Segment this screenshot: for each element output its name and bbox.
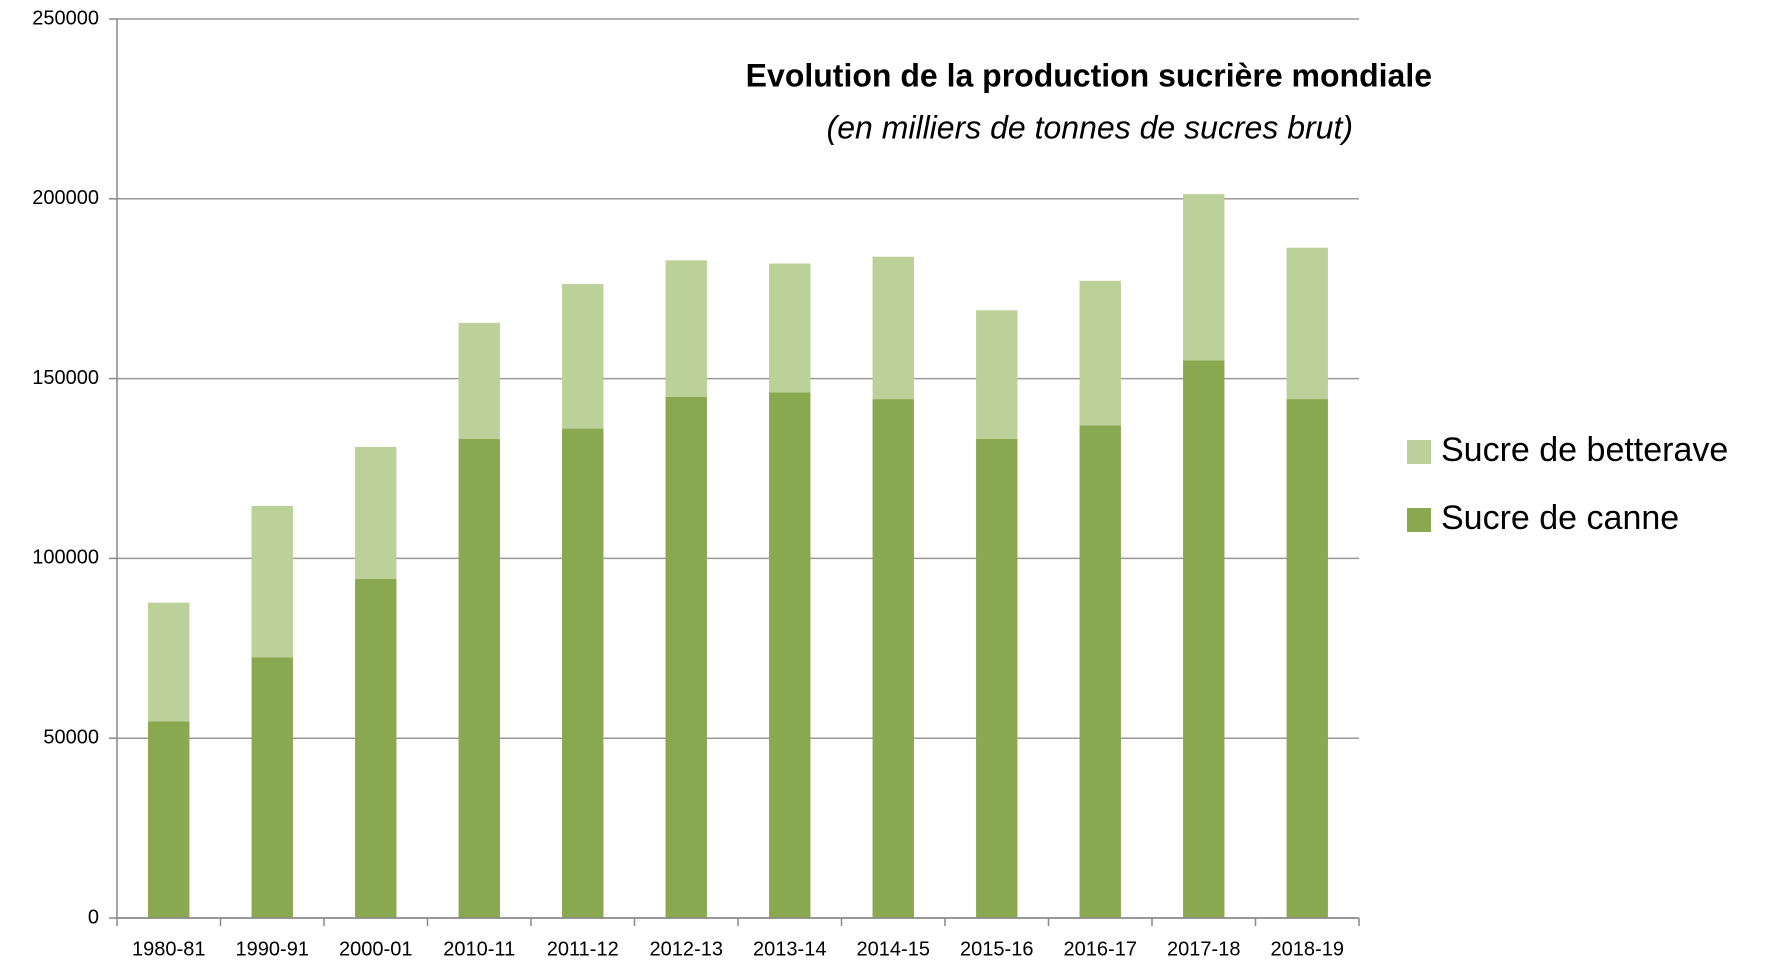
bar-segment xyxy=(355,578,397,918)
x-tick-label: 2011-12 xyxy=(547,938,619,960)
legend-swatch xyxy=(1407,440,1431,464)
x-tick-label: 2015-16 xyxy=(960,938,1033,960)
bar-segment xyxy=(1079,280,1121,426)
x-tick-label: 2014-15 xyxy=(857,938,930,960)
y-tick-label: 250000 xyxy=(32,7,99,29)
bar-segment xyxy=(148,602,190,722)
bar-segment xyxy=(976,439,1018,918)
bar-segment xyxy=(562,428,604,918)
bar-segment xyxy=(872,256,914,400)
y-tick-label: 50000 xyxy=(43,726,99,748)
bar-segment xyxy=(769,392,811,919)
bar-segment xyxy=(562,284,604,429)
bar-segment xyxy=(355,446,397,579)
bar-segment xyxy=(458,439,500,918)
x-tick-label: 2017-18 xyxy=(1167,938,1240,960)
y-tick-label: 0 xyxy=(88,906,99,928)
legend-swatch xyxy=(1407,508,1431,532)
bar-segment xyxy=(458,322,500,440)
x-tick-label: 2000-01 xyxy=(339,938,412,960)
x-tick-label: 2013-14 xyxy=(753,938,826,960)
legend-label: Sucre de canne xyxy=(1441,499,1679,537)
bar-segment xyxy=(1286,399,1328,919)
bar-segment xyxy=(1079,425,1121,918)
bar-segment xyxy=(976,310,1018,440)
x-tick-label: 1980-81 xyxy=(132,938,205,960)
bar-segment xyxy=(1286,247,1328,400)
y-tick-label: 150000 xyxy=(32,367,99,389)
x-tick-label: 2010-11 xyxy=(443,938,515,960)
bar-segment xyxy=(148,721,190,918)
bar-segment xyxy=(1183,194,1225,361)
x-tick-label: 1990-91 xyxy=(236,938,309,960)
x-tick-label: 2018-19 xyxy=(1271,938,1344,960)
chart-subtitle: (en milliers de tonnes de sucres brut) xyxy=(827,109,1353,145)
bar-segment xyxy=(665,260,707,397)
bar-segment xyxy=(769,263,811,393)
bar-segment xyxy=(251,505,293,658)
bar-segment xyxy=(251,657,293,918)
y-tick-label: 100000 xyxy=(32,547,99,569)
x-tick-label: 2012-13 xyxy=(650,938,723,960)
bar-segment xyxy=(1183,360,1225,919)
y-tick-label: 200000 xyxy=(32,187,99,209)
bar-segment xyxy=(665,396,707,919)
chart-title: Evolution de la production sucrière mond… xyxy=(746,57,1432,93)
bar-segment xyxy=(872,399,914,919)
x-tick-label: 2016-17 xyxy=(1064,938,1137,960)
legend-label: Sucre de betterave xyxy=(1441,431,1728,469)
